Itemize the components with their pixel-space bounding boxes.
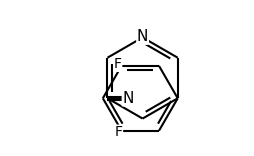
Text: N: N: [122, 91, 134, 106]
Text: F: F: [115, 125, 122, 139]
Text: F: F: [114, 57, 122, 71]
Text: N: N: [137, 29, 148, 44]
